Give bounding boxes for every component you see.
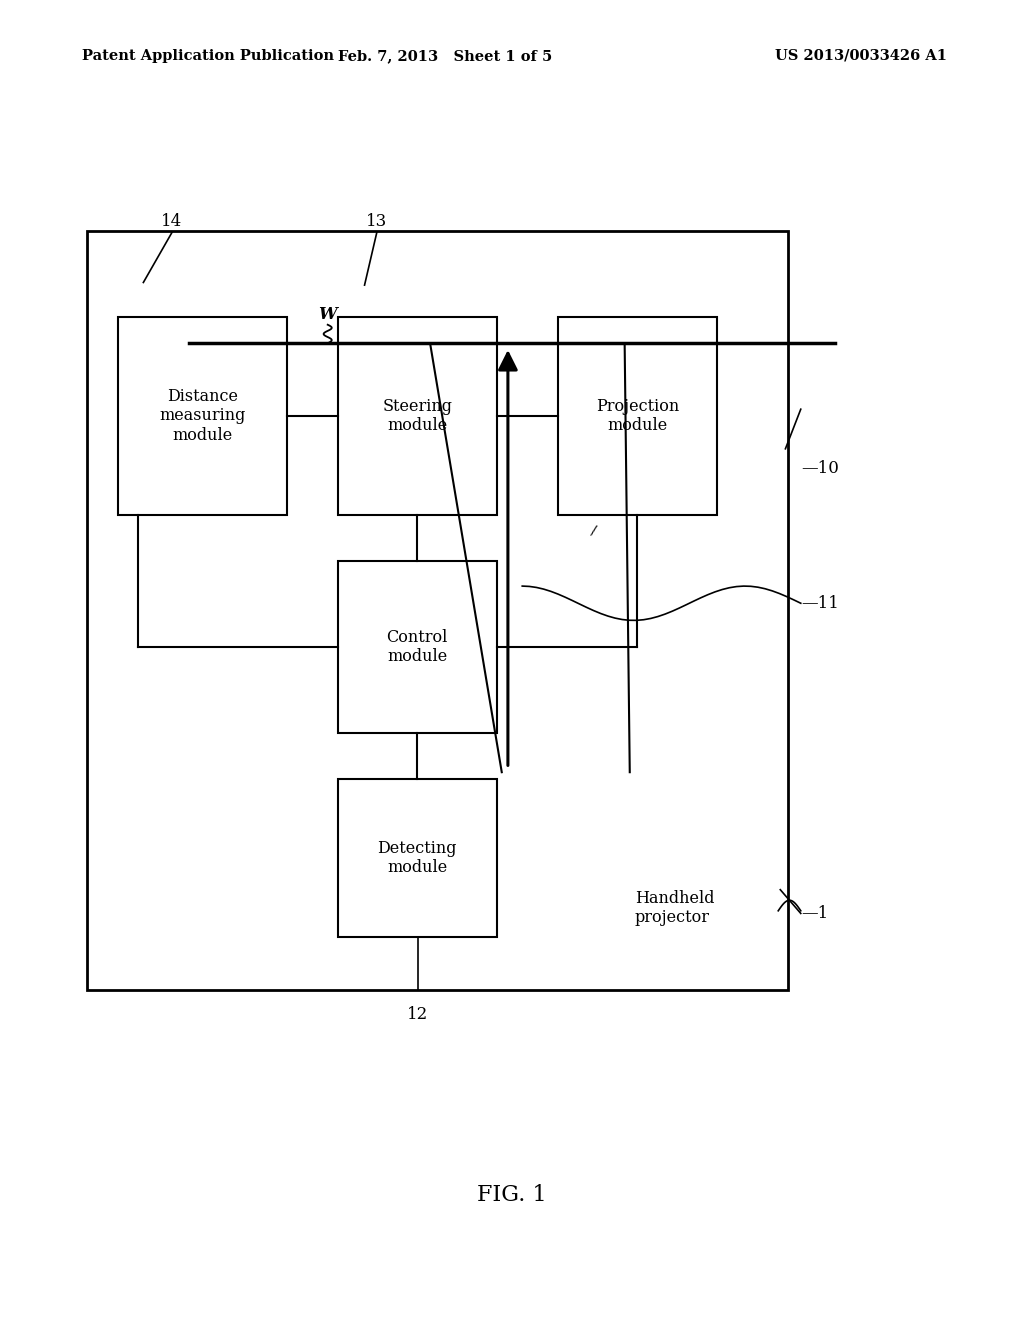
Text: Control
module: Control module <box>387 628 447 665</box>
Text: —1: —1 <box>801 906 828 921</box>
Text: FIG. 1: FIG. 1 <box>477 1184 547 1205</box>
Text: Handheld
projector: Handheld projector <box>635 890 715 927</box>
Text: —11: —11 <box>801 595 839 611</box>
Text: Detecting
module: Detecting module <box>378 840 457 876</box>
Text: Feb. 7, 2013   Sheet 1 of 5: Feb. 7, 2013 Sheet 1 of 5 <box>338 49 553 63</box>
Text: Distance
measuring
module: Distance measuring module <box>159 388 246 444</box>
Text: 14: 14 <box>162 213 182 230</box>
Bar <box>338 779 497 937</box>
Bar <box>87 231 788 990</box>
Bar <box>338 561 497 733</box>
Bar <box>338 317 497 515</box>
Text: Projection
module: Projection module <box>596 397 679 434</box>
Text: 13: 13 <box>367 213 387 230</box>
Text: US 2013/0033426 A1: US 2013/0033426 A1 <box>775 49 947 63</box>
Text: /: / <box>590 523 598 537</box>
Bar <box>118 317 287 515</box>
Bar <box>558 317 717 515</box>
Text: 12: 12 <box>408 1006 428 1023</box>
Text: —10: —10 <box>801 461 839 477</box>
Text: W: W <box>318 306 337 323</box>
Text: Steering
module: Steering module <box>382 397 453 434</box>
Text: Patent Application Publication: Patent Application Publication <box>82 49 334 63</box>
